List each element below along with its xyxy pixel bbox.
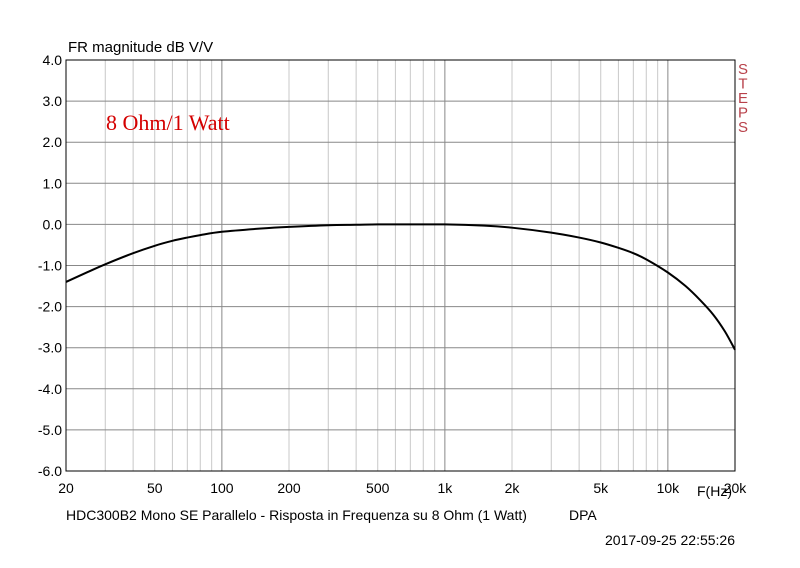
plot-frame xyxy=(65,59,736,472)
x-tick-label: 100 xyxy=(210,480,234,496)
side-label-letter: S xyxy=(738,61,748,78)
x-tick-label: 5k xyxy=(593,480,609,496)
side-label-letter: P xyxy=(738,105,748,122)
y-tick-labels: 4.0 3.0 2.0 1.0 0.0 -1.0 -2.0 -3.0 -4.0 -5.0 -6.0 xyxy=(38,52,62,479)
y-tick-label: -5.0 xyxy=(38,422,62,438)
x-tick-label: 2k xyxy=(505,480,521,496)
y-tick-label: 2.0 xyxy=(43,134,63,150)
chart-title: FR magnitude dB V/V xyxy=(68,39,213,56)
y-tick-label: -3.0 xyxy=(38,340,62,356)
y-tick-label: 4.0 xyxy=(43,52,63,68)
y-tick-label: -6.0 xyxy=(38,463,62,479)
y-tick-label: 3.0 xyxy=(43,93,63,109)
side-label-letter: E xyxy=(738,90,748,107)
x-tick-label: 20 xyxy=(58,480,74,496)
y-tick-label: -4.0 xyxy=(38,381,62,397)
chart-tag: DPA xyxy=(569,507,597,523)
x-tick-label: 500 xyxy=(366,480,390,496)
chart-annotation: 8 Ohm/1 Watt xyxy=(106,110,230,135)
y-tick-label: -1.0 xyxy=(38,258,62,274)
side-label-letter: T xyxy=(738,76,747,93)
chart-timestamp: 2017-09-25 22:55:26 xyxy=(605,532,735,548)
y-tick-label: 0.0 xyxy=(43,216,63,232)
x-tick-label: 200 xyxy=(277,480,301,496)
x-tick-labels: 20 50 100 200 500 1k 2k 5k 10k 20k xyxy=(58,480,747,496)
x-tick-label: 20k xyxy=(724,480,748,496)
side-label-letter: S xyxy=(738,119,748,136)
y-tick-label: 1.0 xyxy=(43,175,63,191)
x-tick-label: 50 xyxy=(147,480,163,496)
x-tick-label: 1k xyxy=(437,480,453,496)
series-line xyxy=(65,223,736,351)
x-tick-label: 10k xyxy=(657,480,681,496)
chart-caption: HDC300B2 Mono SE Parallelo - Risposta in… xyxy=(66,507,527,523)
x-axis-label: F(Hz) xyxy=(697,483,732,499)
y-tick-label: -2.0 xyxy=(38,299,62,315)
